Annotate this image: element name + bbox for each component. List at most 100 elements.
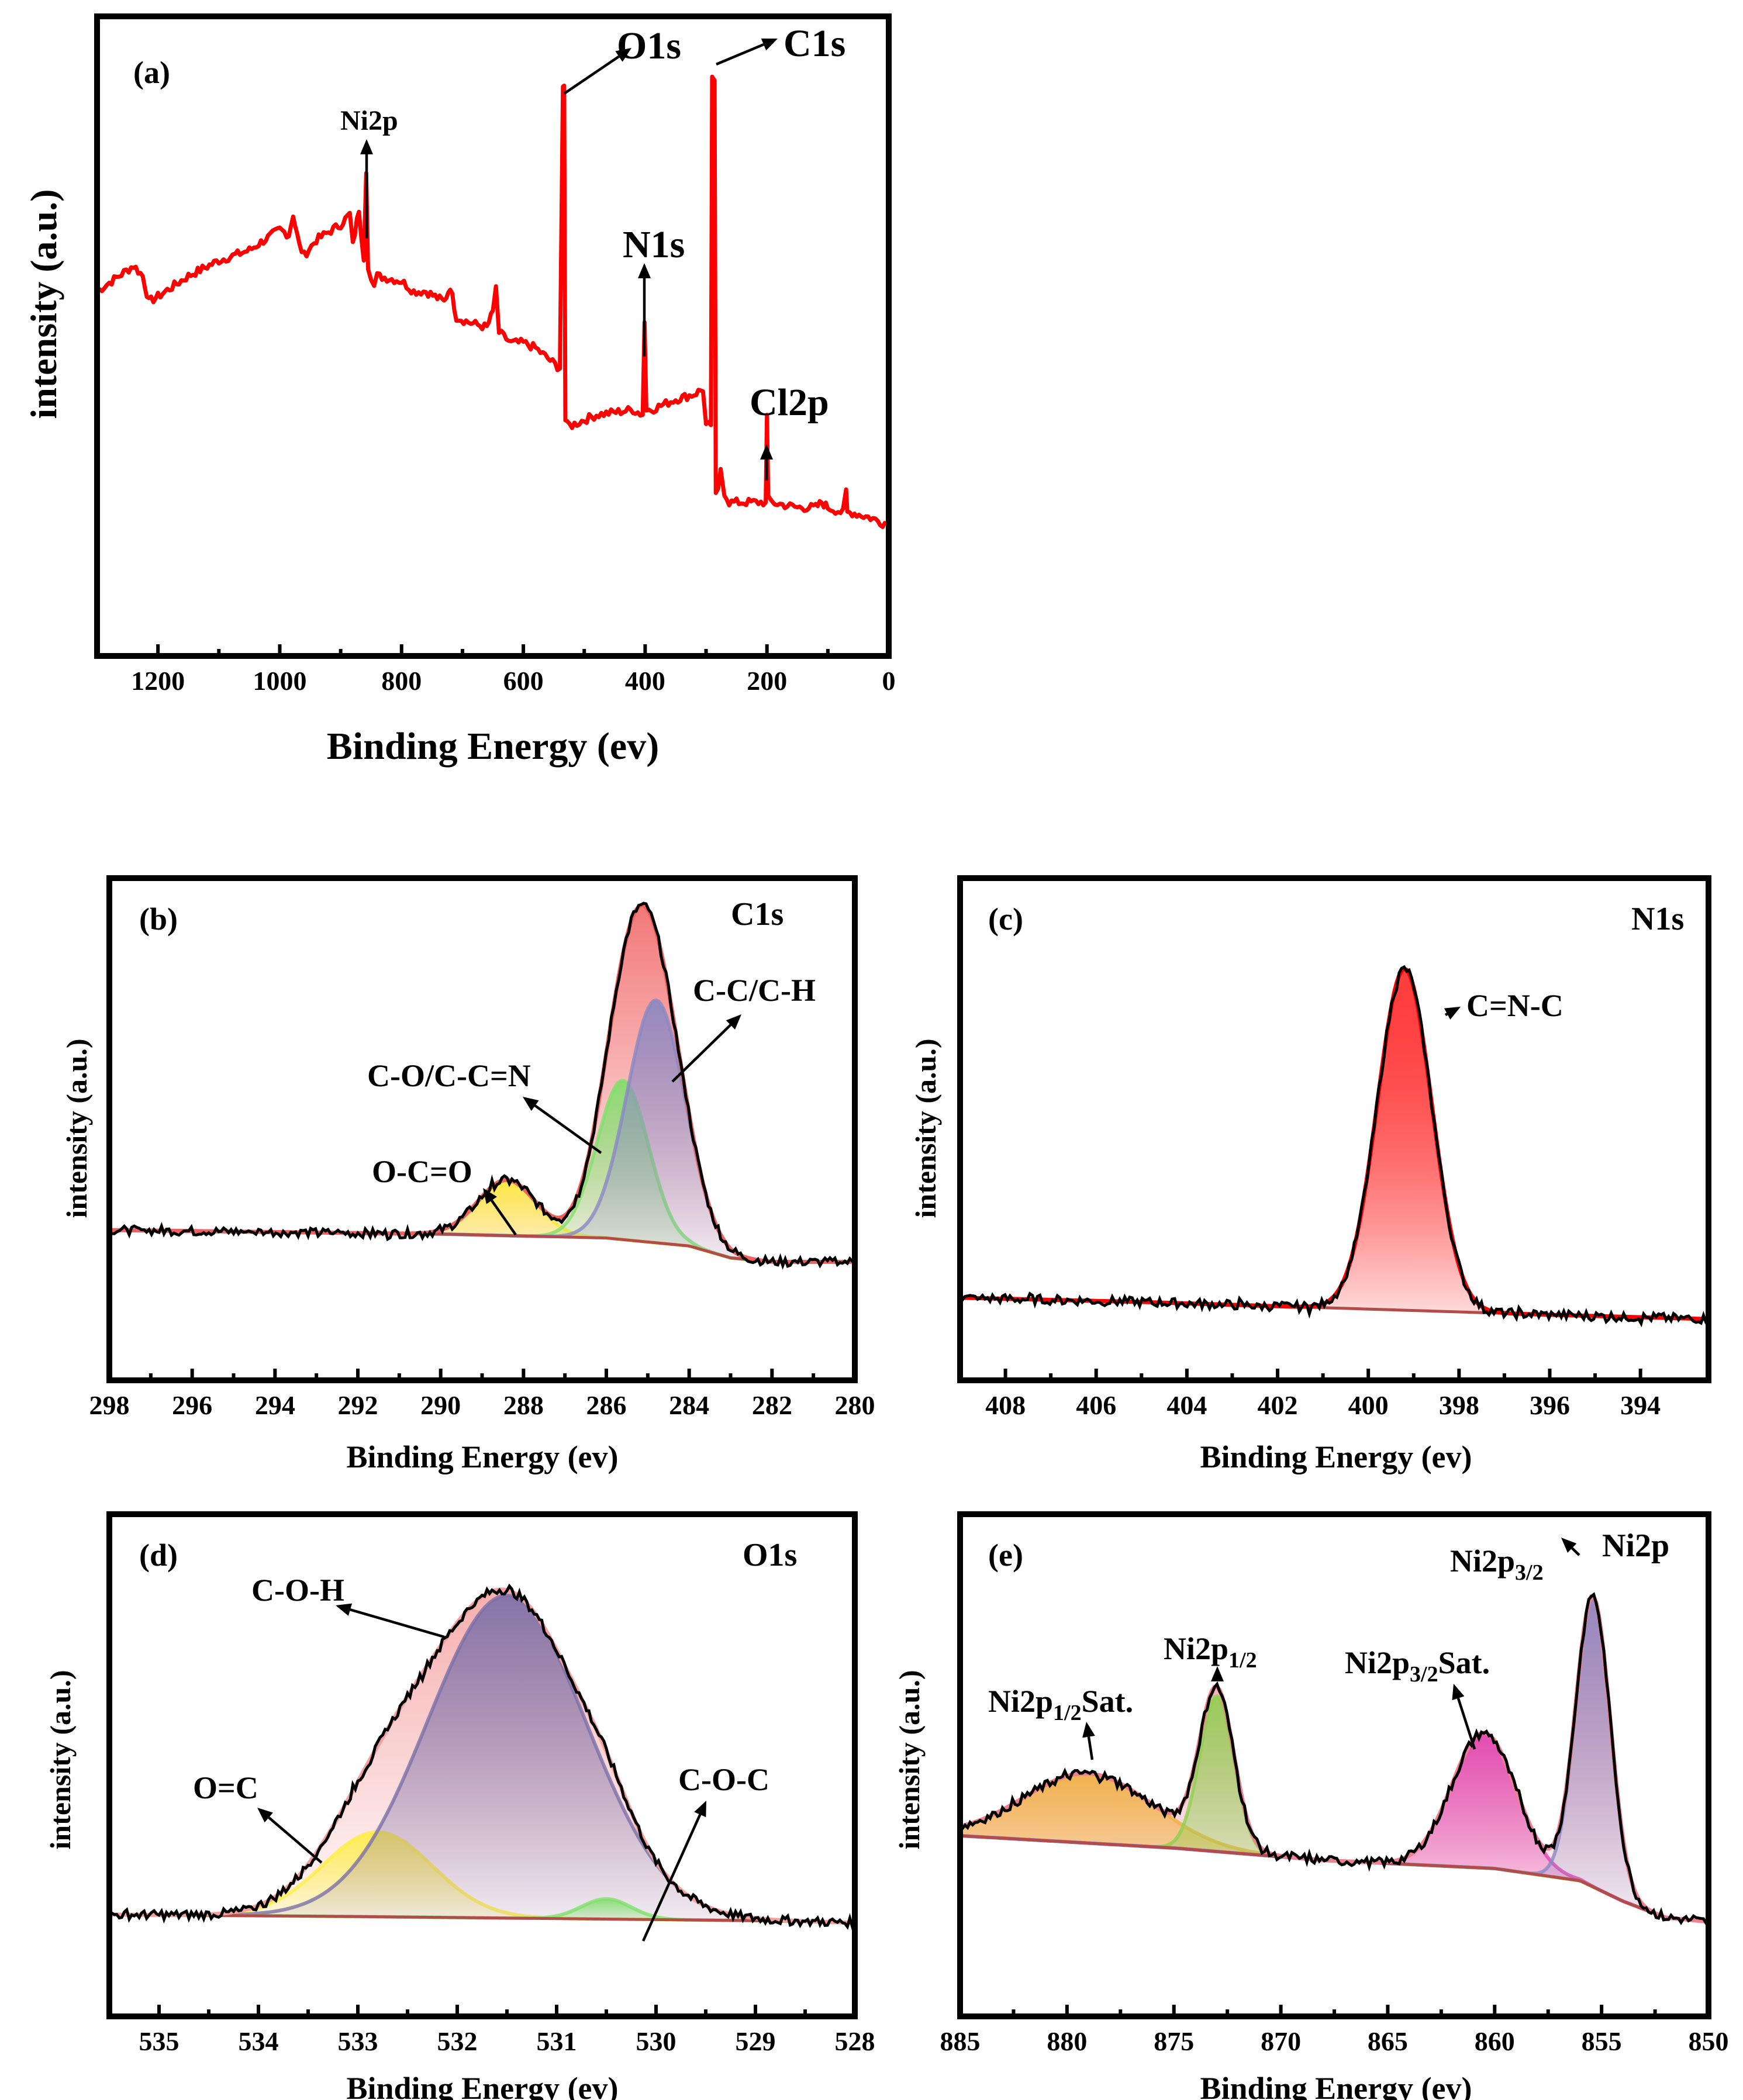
- label-ni2p12sat-tail: Sat.: [1082, 1684, 1134, 1719]
- x-tick-label: 1000: [253, 666, 306, 696]
- panel-c-title: N1s: [1631, 901, 1684, 937]
- label-ni2p32sat-tail: Sat.: [1438, 1645, 1490, 1680]
- x-tick-label: 600: [503, 666, 544, 696]
- arrow-cc-ch-head: [726, 1014, 741, 1030]
- panel-b-ticks: 298 296 294 292 290 288 286 284 282 280: [89, 1369, 875, 1420]
- arrow-ni2p-head: [360, 139, 373, 154]
- panel-b-xlabel: Binding Energy (ev): [346, 1439, 618, 1474]
- arrow-coc-shaft: [641, 1814, 702, 1942]
- arrow-o1s-head: [615, 48, 631, 62]
- label-cc-ch: C-C/C-H: [693, 973, 816, 1008]
- x-tick-label: 400: [625, 666, 665, 696]
- panel-b-series: [109, 902, 856, 1270]
- x-tick-label: 531: [537, 2026, 577, 2056]
- x-tick-label: 855: [1582, 2026, 1622, 2056]
- label-cl2p: Cl2p: [750, 381, 829, 424]
- x-tick-label: 870: [1261, 2026, 1301, 2056]
- x-tick-label: 1200: [131, 666, 185, 696]
- component-fill-C-C/C-H: [109, 1000, 855, 1262]
- arrow-oco-head: [483, 1188, 497, 1204]
- arrow-coc-head: [694, 1801, 706, 1818]
- label-ni2p12sat-main: Ni2p: [988, 1684, 1053, 1719]
- x-tick-label: 875: [1154, 2026, 1194, 2056]
- label-ni2p32sat-main: Ni2p: [1345, 1645, 1410, 1680]
- panel-a-series: [95, 74, 889, 529]
- x-tick-label: 865: [1368, 2026, 1408, 2056]
- panel-a-tag: (a): [133, 55, 170, 90]
- annotation-arrows: [257, 38, 1580, 1942]
- panel-d-xlabel: Binding Energy (ev): [346, 2071, 618, 2100]
- arrow-c1s-head: [761, 38, 778, 51]
- panel-c-frame: [957, 875, 1711, 1383]
- baseline: [109, 1913, 855, 1925]
- label-ni2p32sat: Ni2p3/2Sat.: [1345, 1645, 1490, 1687]
- panel-b-c1s: 298 296 294 292 290 288 286 284 282 280 (b) C1s C…: [60, 875, 875, 1474]
- x-tick-label: 288: [503, 1390, 544, 1420]
- arrow-ni2p12sat-shaft: [1087, 1736, 1094, 1760]
- arrow-o1s-shaft: [563, 55, 620, 95]
- x-tick-label: 394: [1620, 1390, 1661, 1420]
- label-ni2p: Ni2p: [340, 105, 398, 136]
- label-coh: C-O-H: [251, 1573, 344, 1608]
- x-tick-label: 406: [1076, 1390, 1116, 1420]
- panel-b-tag: (b): [139, 902, 178, 937]
- label-ni2p12-sub: 1/2: [1228, 1648, 1257, 1673]
- x-tick-label: 402: [1258, 1390, 1298, 1420]
- x-tick-label: 280: [835, 1390, 875, 1420]
- arrow-coh-head: [336, 1603, 353, 1616]
- x-tick-label: 298: [89, 1390, 130, 1420]
- label-ni2p12-main: Ni2p: [1164, 1631, 1228, 1666]
- label-n1s: N1s: [623, 223, 685, 266]
- x-tick-label: 533: [338, 2026, 378, 2056]
- raw-data-line: [959, 1592, 1710, 1926]
- label-co-ccn: C-O/C-C=N: [367, 1058, 531, 1093]
- x-tick-label: 534: [239, 2026, 279, 2056]
- panel-e-xlabel: Binding Energy (ev): [1200, 2071, 1472, 2100]
- x-tick-label: 880: [1047, 2026, 1087, 2056]
- arrow-coh-shaft: [350, 1608, 445, 1639]
- label-o1s: O1s: [617, 25, 681, 67]
- arrow-ni2p32-head: [1561, 1538, 1577, 1553]
- panel-c-tag: (c): [988, 902, 1023, 937]
- label-ni2p32-main: Ni2p: [1450, 1543, 1515, 1579]
- arrow-ni2p32-shaft: [1571, 1547, 1580, 1556]
- x-tick-label: 800: [381, 666, 422, 696]
- arrow-cc-ch-shaft: [671, 1024, 731, 1083]
- x-tick-label: 404: [1166, 1390, 1207, 1420]
- label-ni2p12: Ni2p1/2: [1164, 1631, 1257, 1673]
- panel-b-title: C1s: [731, 896, 784, 932]
- panel-e-tag: (e): [988, 1538, 1023, 1573]
- panel-c-series: [958, 965, 1709, 1328]
- component-fill-O=C: [109, 1832, 855, 1923]
- x-tick-label: 282: [752, 1390, 792, 1420]
- x-tick-label: 200: [747, 666, 787, 696]
- x-tick-label: 529: [736, 2026, 776, 2056]
- panel-e-ylabel: intensity (a.u.): [893, 1670, 926, 1850]
- panel-b-frame: [106, 875, 858, 1383]
- x-tick-label: 528: [835, 2026, 875, 2056]
- arrow-co-ccn-shaft: [534, 1104, 602, 1154]
- raw-data-line: [109, 902, 856, 1270]
- envelope-fill: [960, 969, 1709, 1320]
- x-tick-label: 885: [940, 2026, 981, 2056]
- x-tick-label: 290: [420, 1390, 461, 1420]
- x-tick-label: 292: [338, 1390, 378, 1420]
- panel-e-series: [959, 1592, 1710, 1926]
- label-c1s: C1s: [784, 22, 845, 65]
- x-tick-label: 400: [1348, 1390, 1389, 1420]
- label-ni2p32sat-sub: 3/2: [1410, 1662, 1438, 1687]
- label-cnc: C=N-C: [1466, 988, 1563, 1023]
- panel-a-ticks: 1200 1000 800 600 400 200 0: [131, 644, 896, 696]
- panel-c-ylabel: intensity (a.u.): [909, 1039, 942, 1218]
- arrow-cnc-shaft: [1444, 1013, 1448, 1016]
- panel-d-ticks: 535 534 533 532 531 530 529 528: [139, 2005, 875, 2056]
- raw-data-line: [108, 1583, 857, 1932]
- label-ni2p32-sub: 3/2: [1515, 1560, 1544, 1585]
- panel-d-ylabel: intensity (a.u.): [44, 1670, 77, 1850]
- arrow-n1s-head: [638, 263, 651, 278]
- x-tick-label: 396: [1530, 1390, 1570, 1420]
- panel-e-frame: [957, 1511, 1711, 2019]
- x-tick-label: 850: [1689, 2026, 1729, 2056]
- label-oco: O-C=O: [372, 1154, 472, 1189]
- component-fill-C=N-C: [960, 969, 1709, 1320]
